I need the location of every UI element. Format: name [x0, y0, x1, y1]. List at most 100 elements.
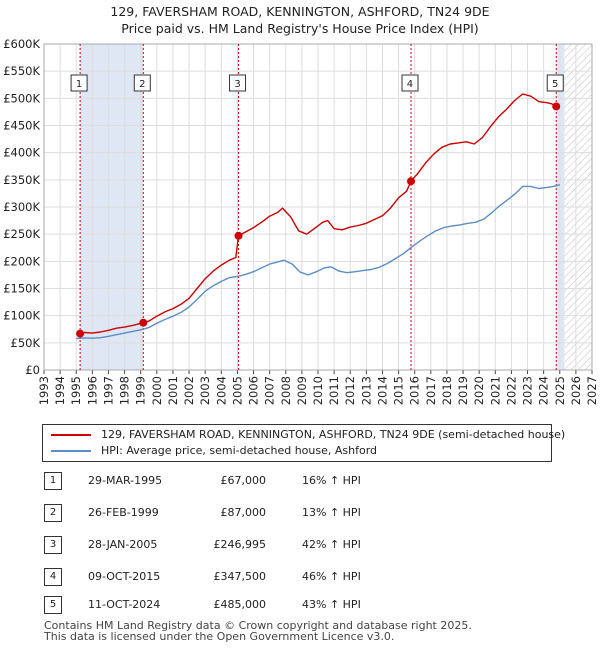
chart-title: 129, FAVERSHAM ROAD, KENNINGTON, ASHFORD… [0, 3, 600, 37]
legend-label-hpi: HPI: Average price, semi-detached house,… [101, 444, 378, 457]
y-tick-label: £550K [3, 64, 40, 78]
sale-number-badge: 5 [44, 596, 62, 614]
hpi-line [76, 184, 560, 340]
x-tick-label: 1994 [53, 376, 67, 405]
title-line-1: 129, FAVERSHAM ROAD, KENNINGTON, ASHFORD… [110, 4, 490, 19]
y-tick-label: £200K [3, 254, 40, 268]
sale-number-label: 5 [552, 79, 558, 90]
x-tick-label: 1993 [37, 376, 51, 405]
sale-date: 09-OCT-2015 [88, 570, 161, 583]
x-tick-label: 2018 [440, 376, 454, 405]
y-tick-label: £600K [3, 37, 40, 51]
sale-number-label: 4 [407, 79, 413, 90]
legend-label-price-paid: 129, FAVERSHAM ROAD, KENNINGTON, ASHFORD… [101, 428, 566, 441]
x-tick-label: 2025 [553, 376, 567, 405]
x-tick-label: 1997 [101, 376, 115, 405]
x-tick-label: 2007 [263, 376, 277, 405]
x-tick-label: 2001 [166, 376, 180, 405]
x-tick-label: 1995 [69, 376, 83, 405]
x-tick-label: 1998 [118, 376, 132, 405]
footer: Contains HM Land Registry data © Crown c… [44, 620, 472, 642]
x-tick-label: 2024 [537, 376, 551, 405]
y-tick-label: £300K [3, 200, 40, 214]
sale-price: £87,000 [220, 506, 267, 519]
plot-frame [43, 43, 593, 371]
price-chart: £0 £50K £100K £150K £200K £250K £300K £350K £400… [3, 37, 599, 405]
x-tick-label: 2009 [295, 376, 309, 405]
sale-row: 1 29-MAR-1995 £67,000 16% ↑ HPI [44, 472, 384, 490]
sale-point [406, 177, 415, 186]
sale-date: 26-FEB-1999 [88, 506, 159, 519]
x-tick-label: 2014 [375, 376, 389, 405]
x-tick-label: 2016 [408, 376, 422, 405]
x-tick-label: 2004 [214, 376, 228, 405]
x-tick-label: 2008 [279, 376, 293, 405]
sale-hpi-change: 16% ↑ HPI [302, 474, 361, 487]
y-tick-label: £500K [3, 91, 40, 105]
sale-number-badge: 3 [44, 536, 62, 554]
sale-number-box [401, 74, 419, 92]
x-tick-label: 1996 [85, 376, 99, 405]
x-tick-label: 2010 [311, 376, 325, 405]
x-tick-label: 2011 [327, 376, 341, 405]
legend-swatch-hpi [51, 450, 91, 452]
sale-row: 5 11-OCT-2024 £485,000 43% ↑ HPI [44, 596, 384, 614]
x-tick-label: 2013 [359, 376, 373, 405]
sale-price: £485,000 [213, 598, 267, 611]
sale-point [234, 231, 243, 240]
x-tick-label: 2012 [343, 376, 357, 405]
y-tick-label: £450K [3, 119, 40, 133]
legend-swatch-price-paid [51, 434, 91, 436]
sale-price: £67,000 [220, 474, 267, 487]
sale-number-label: 3 [234, 79, 240, 90]
y-tick-label: £250K [3, 227, 40, 241]
x-tick-label: 2002 [182, 376, 196, 405]
sale-price: £246,995 [213, 538, 267, 551]
sale-number-label: 1 [76, 79, 82, 90]
x-tick-label: 2017 [424, 376, 438, 405]
title-line-2: Price paid vs. HM Land Registry's House … [121, 21, 479, 36]
legend: 129, FAVERSHAM ROAD, KENNINGTON, ASHFORD… [42, 424, 565, 462]
sale-point [552, 102, 561, 111]
sale-date: 28-JAN-2005 [88, 538, 158, 551]
x-tick-label: 1999 [134, 376, 148, 405]
legend-item-price-paid: 129, FAVERSHAM ROAD, KENNINGTON, ASHFORD… [51, 427, 565, 443]
sale-date: 29-MAR-1995 [88, 474, 163, 487]
sale-number-badge: 4 [44, 568, 62, 586]
legend-item-hpi: HPI: Average price, semi-detached house,… [51, 443, 377, 459]
sale-point [76, 329, 85, 338]
x-tick-label: 2015 [392, 376, 406, 405]
sale-number-badge: 2 [44, 504, 62, 522]
x-tick-label: 2006 [247, 376, 261, 405]
sale-number-label: 2 [139, 79, 145, 90]
x-tick-label: 2023 [521, 376, 535, 405]
sale-number-box [133, 74, 151, 92]
price-paid-line [79, 93, 561, 335]
x-tick-label: 2027 [585, 376, 599, 405]
sale-number-box [70, 74, 88, 92]
sale-date: 11-OCT-2024 [88, 598, 161, 611]
x-tick-label: 2019 [456, 376, 470, 405]
sale-point [139, 318, 148, 327]
x-tick-label: 2021 [488, 376, 502, 405]
x-tick-label: 2026 [569, 376, 583, 405]
sale-number-box [229, 74, 247, 92]
y-tick-label: £150K [3, 282, 40, 296]
sale-price: £347,500 [213, 570, 267, 583]
y-tick-label: £0 [25, 363, 40, 377]
x-tick-label: 2020 [472, 376, 486, 405]
y-tick-label: £350K [3, 173, 40, 187]
sale-row: 2 26-FEB-1999 £87,000 13% ↑ HPI [44, 504, 384, 522]
x-tick-label: 2005 [230, 376, 244, 405]
sale-hpi-change: 13% ↑ HPI [302, 506, 361, 519]
x-tick-label: 2003 [198, 376, 212, 405]
y-tick-label: £100K [3, 309, 40, 323]
x-tick-label: 2000 [150, 376, 164, 405]
x-tick-label: 2022 [504, 376, 518, 405]
sale-number-badge: 1 [44, 472, 62, 490]
footer-copyright: Contains HM Land Registry data © Crown c… [44, 619, 472, 632]
sale-row: 4 09-OCT-2015 £347,500 46% ↑ HPI [44, 568, 384, 586]
sale-hpi-change: 46% ↑ HPI [302, 570, 361, 583]
footer-licence: This data is licensed under the Open Gov… [44, 630, 395, 643]
y-tick-label: £50K [11, 336, 41, 350]
